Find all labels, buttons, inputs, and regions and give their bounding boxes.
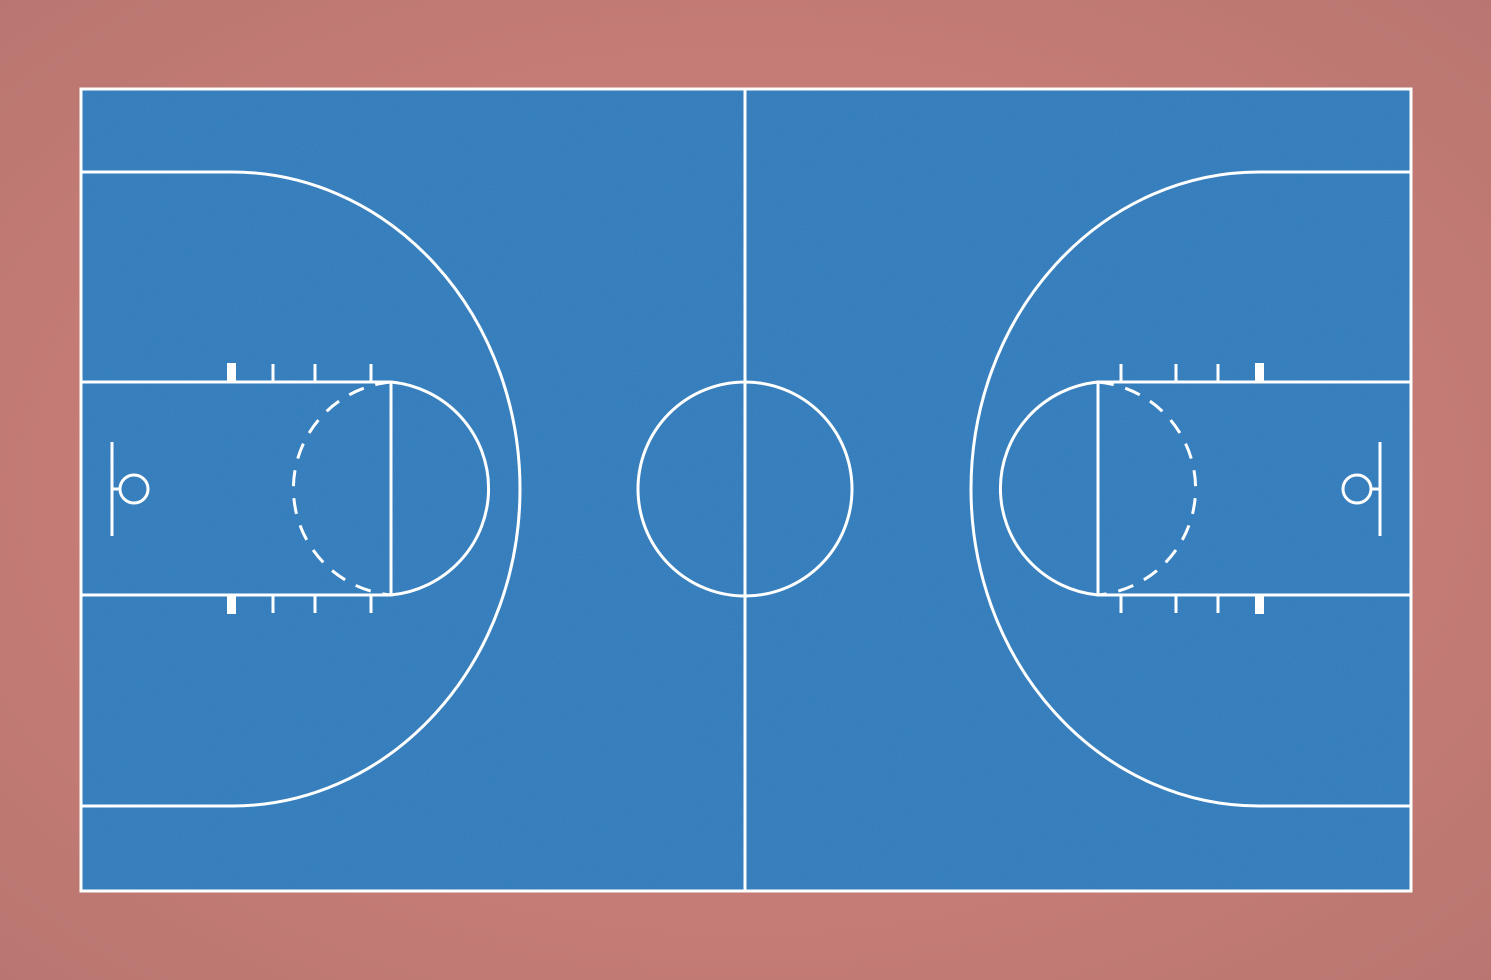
lane-marks-right: [1119, 364, 1220, 613]
center-circle: [636, 380, 854, 598]
lane-blocks-right: [1255, 363, 1264, 614]
free-throw-circle-right-solid: [999, 380, 1099, 597]
lane-marks-left: [271, 364, 373, 613]
hoop-left: [118, 473, 150, 505]
court-lines: [79, 87, 1413, 893]
hoop-right: [1341, 473, 1373, 505]
three-point-line-left: [81, 170, 522, 808]
free-throw-circle-left-solid: [390, 380, 490, 597]
three-point-line-right: [969, 170, 1411, 808]
free-throw-lane-right: [1096, 380, 1411, 597]
lane-blocks-left: [227, 363, 236, 614]
